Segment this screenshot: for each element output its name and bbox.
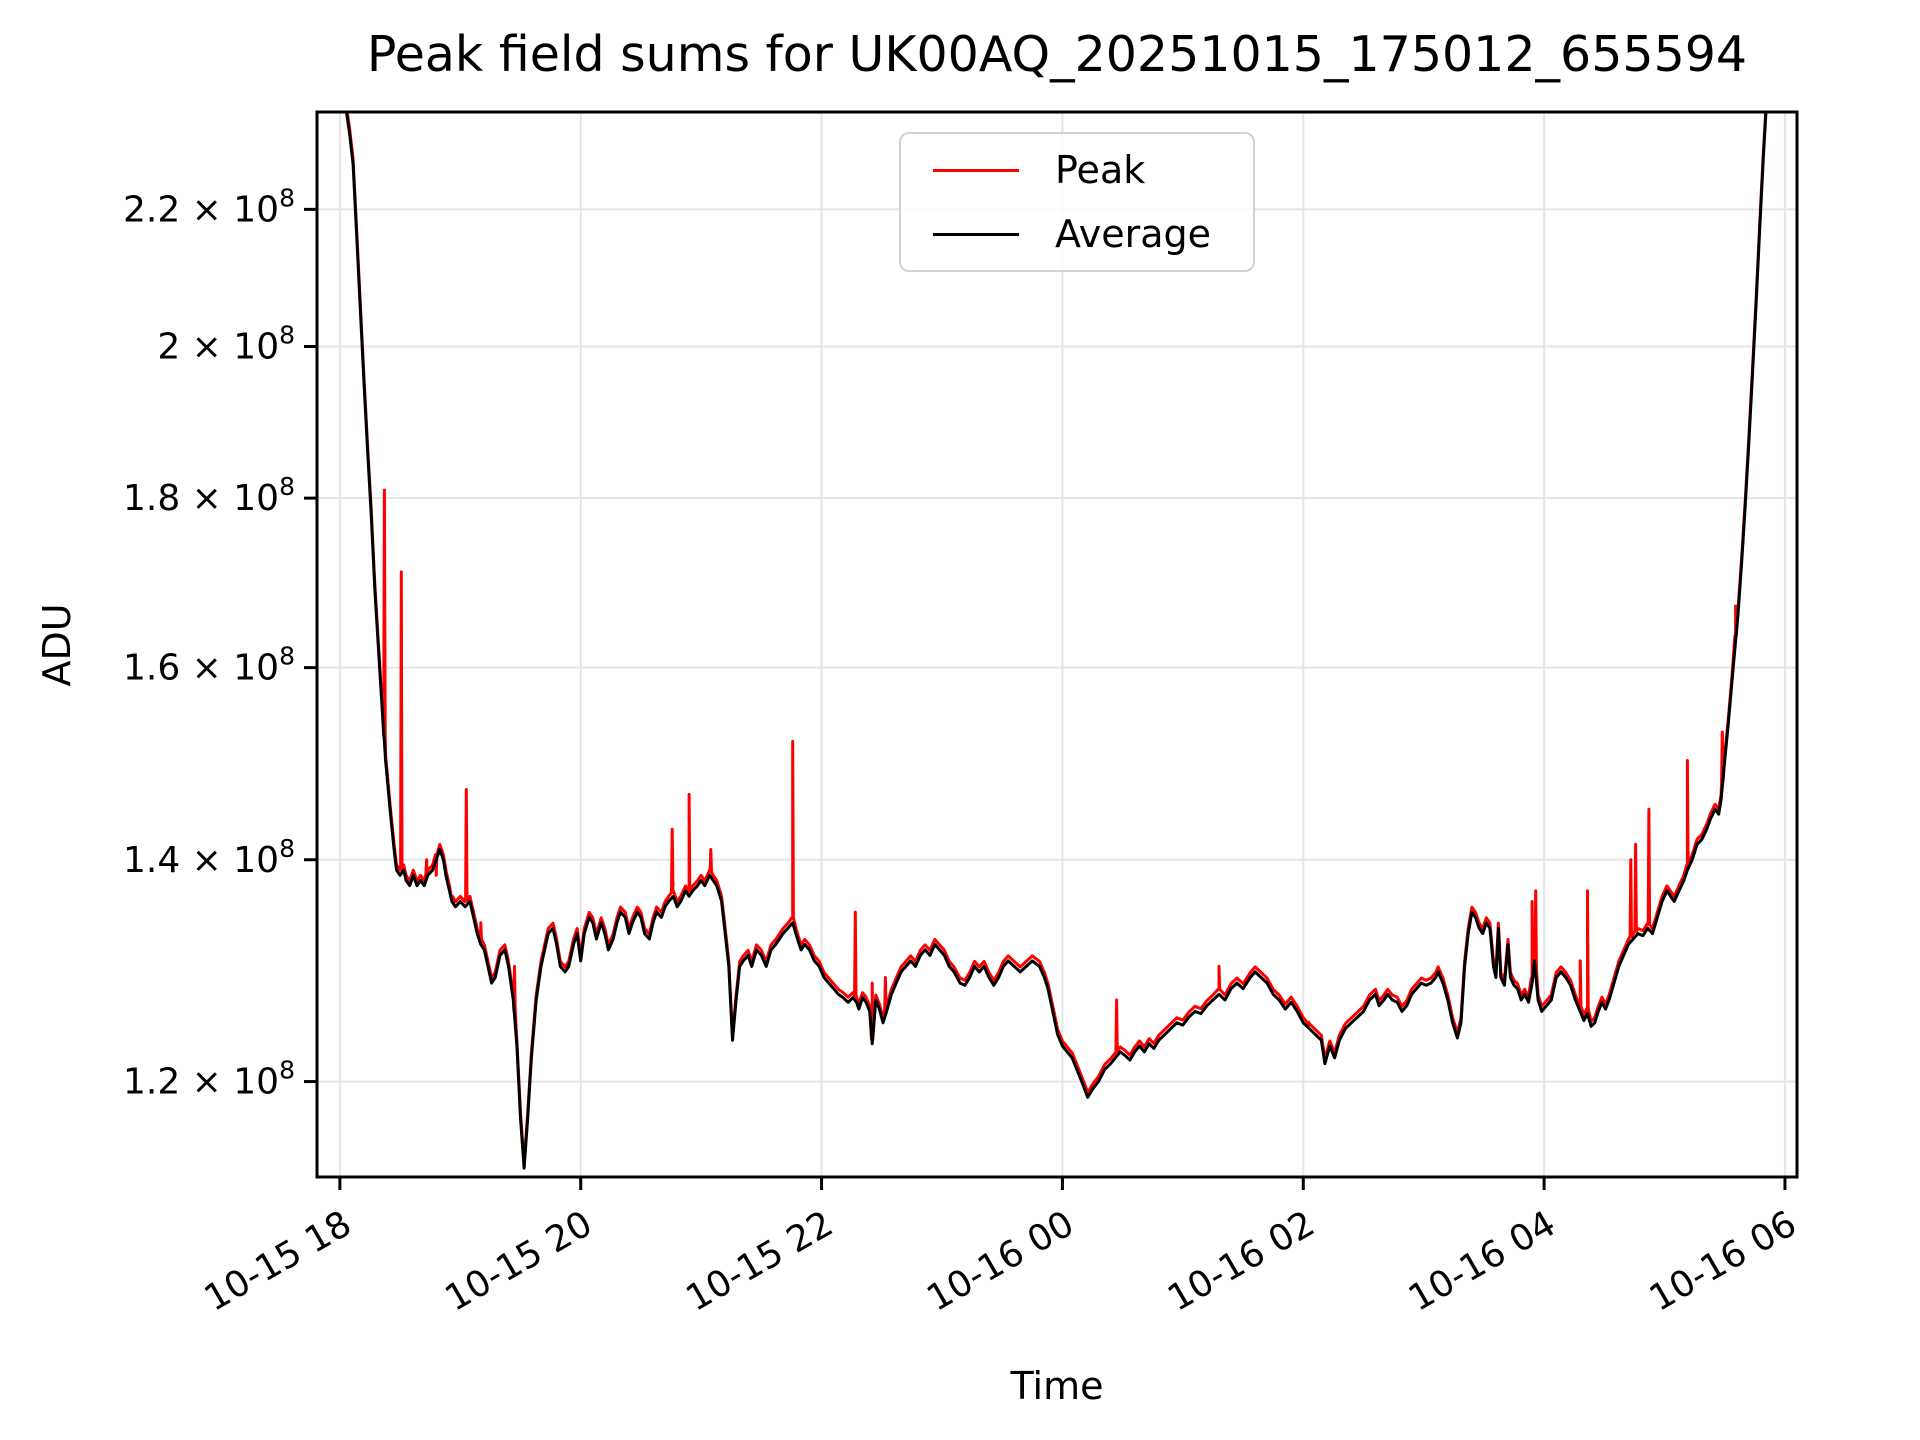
peak-line-path	[345, 112, 1768, 1165]
y-tick-label: 1.8 × 108	[123, 472, 295, 519]
legend-label-average: Average	[1055, 212, 1212, 256]
y-tick-label: 2.2 × 108	[123, 183, 295, 230]
x-tick-label: 10-15 20	[439, 1203, 600, 1319]
average-line-path	[344, 112, 1768, 1170]
y-tick-label: 1.4 × 108	[123, 834, 295, 881]
chart-title: Peak field sums for UK00AQ_20251015_1750…	[366, 26, 1748, 83]
peak-line-sample	[933, 168, 1019, 172]
y-tick-label: 1.6 × 108	[123, 642, 295, 689]
x-axis-label: Time	[1010, 1364, 1104, 1408]
axes-frame	[315, 110, 1799, 1179]
legend-item-average: Average	[901, 214, 1253, 254]
y-axis-label: ADU	[35, 603, 79, 687]
y-tick-label: 2 × 108	[157, 321, 295, 368]
x-tick-label: 10-16 02	[1161, 1203, 1322, 1319]
x-tick-label: 10-16 00	[920, 1203, 1081, 1319]
legend-item-peak: Peak	[901, 150, 1253, 190]
average-line-sample	[933, 232, 1019, 236]
y-tick-label: 1.2 × 108	[123, 1056, 295, 1103]
x-tick-label: 10-16 06	[1643, 1203, 1804, 1319]
x-tick-label: 10-16 04	[1402, 1203, 1563, 1319]
x-tick-label: 10-15 22	[679, 1203, 840, 1319]
legend-label-peak: Peak	[1055, 148, 1146, 192]
legend-box: Peak Average	[899, 132, 1255, 272]
x-tick-label: 10-15 18	[198, 1203, 359, 1319]
